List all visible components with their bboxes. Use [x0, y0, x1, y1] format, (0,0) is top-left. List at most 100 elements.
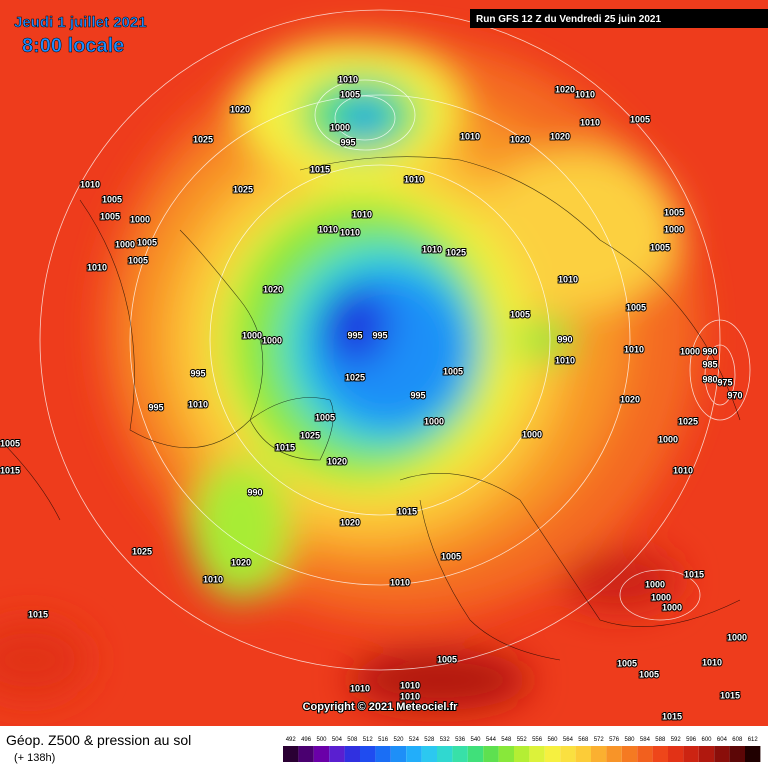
pressure-label: 1025	[132, 546, 152, 556]
scale-label: 516	[378, 737, 389, 743]
scale-label: 504	[332, 737, 343, 743]
pressure-label: 995	[347, 330, 362, 340]
scale-swatch	[498, 746, 514, 762]
pressure-label: 1020	[510, 134, 530, 144]
pressure-label: 995	[410, 390, 425, 400]
pressure-label: 1000	[645, 579, 665, 589]
pressure-label: 1005	[102, 194, 122, 204]
pressure-label: 990	[557, 334, 572, 344]
pressure-label: 1015	[0, 465, 20, 475]
pressure-label: 1010	[404, 174, 424, 184]
pressure-label: 1010	[340, 227, 360, 237]
pressure-label: 1000	[522, 429, 542, 439]
footer-title: Géop. Z500 & pression au sol	[6, 732, 191, 748]
pressure-label: 1010	[80, 179, 100, 189]
scale-swatch	[591, 746, 607, 762]
pressure-label: 1020	[231, 557, 251, 567]
pressure-label: 1025	[300, 430, 320, 440]
copyright: Copyright © 2021 Meteociel.fr	[303, 701, 459, 713]
pressure-label: 1015	[662, 711, 682, 721]
pressure-label: 995	[148, 402, 163, 412]
pressure-label: 1005	[639, 669, 659, 679]
scale-label: 580	[624, 737, 635, 743]
date: Jeudi 1 juillet 2021	[14, 14, 147, 31]
pressure-label: 1010	[422, 244, 442, 254]
pressure-label: 1015	[684, 569, 704, 579]
footer-lead: (+ 138h)	[14, 752, 55, 764]
pressure-label: 1025	[678, 416, 698, 426]
pressure-label: 1025	[193, 134, 213, 144]
pressure-label: 1005	[626, 302, 646, 312]
pressure-label: 990	[702, 346, 717, 356]
scale-label: 536	[455, 737, 466, 743]
scale-swatch	[298, 746, 314, 762]
scale-swatch	[514, 746, 530, 762]
scale-swatch	[544, 746, 561, 762]
pressure-label: 1010	[558, 274, 578, 284]
pressure-label: 1010	[338, 74, 358, 84]
pressure-label: 1015	[275, 442, 295, 452]
scale-label: 532	[440, 737, 451, 743]
pressure-label: 1005	[128, 255, 148, 265]
scale-swatch	[729, 746, 745, 762]
scale-swatch	[406, 746, 422, 762]
pressure-label: 1010	[575, 89, 595, 99]
height-field	[0, 40, 700, 710]
pressure-label: 1000	[727, 632, 747, 642]
pressure-label: 1000	[658, 434, 678, 444]
scale-label: 528	[424, 737, 435, 743]
scale-label: 512	[363, 737, 374, 743]
pressure-label: 1010	[400, 680, 420, 690]
pressure-label: 1015	[28, 609, 48, 619]
scale-label: 564	[563, 737, 574, 743]
pressure-label: 1025	[233, 184, 253, 194]
pressure-label: 1015	[720, 690, 740, 700]
scale-swatch	[668, 746, 684, 762]
pressure-label: 1010	[203, 574, 223, 584]
scale-swatch	[483, 746, 499, 762]
pressure-label: 995	[372, 330, 387, 340]
scale-label: 520	[393, 737, 404, 743]
scale-swatch	[683, 746, 699, 762]
pressure-label: 1020	[327, 456, 347, 466]
scale-label: 524	[409, 737, 420, 743]
pressure-label: 1010	[555, 355, 575, 365]
pressure-label: 1000	[664, 224, 684, 234]
scale-label: 568	[578, 737, 589, 743]
pressure-label: 1010	[352, 209, 372, 219]
pressure-label: 970	[727, 390, 742, 400]
scale-label: 612	[748, 737, 759, 743]
pressure-label: 1020	[555, 84, 575, 94]
scale-label: 608	[732, 737, 743, 743]
color-scale: 492 496 500 504 508 512 516 520 524 528 532 536 540 5…	[283, 737, 761, 762]
scale-label: 560	[547, 737, 558, 743]
pressure-label: 1000	[424, 416, 444, 426]
pressure-label: 1020	[263, 284, 283, 294]
pressure-label: 1000	[115, 239, 135, 249]
pressure-label: 1010	[87, 262, 107, 272]
pressure-label: 1005	[315, 412, 335, 422]
scale-swatch	[283, 746, 299, 762]
scale-swatch	[452, 746, 468, 762]
contours	[39, 9, 751, 671]
pressure-label: 1005	[510, 309, 530, 319]
pressure-label: 1000	[330, 122, 350, 132]
pressure-label: 1025	[446, 247, 466, 257]
pressure-labels: 1010100510009951020102510151025101010051…	[0, 73, 748, 722]
scale-swatch	[698, 746, 715, 762]
pressure-label: 1000	[680, 346, 700, 356]
scale-swatch	[360, 746, 376, 762]
scale-swatch	[529, 746, 545, 762]
scale-label: 600	[701, 737, 712, 743]
pressure-label: 1010	[400, 691, 420, 701]
scale-swatch	[745, 746, 761, 762]
scale-label: 584	[640, 737, 651, 743]
pressure-label: 1010	[390, 577, 410, 587]
scale-label: 540	[470, 737, 481, 743]
scale-swatch	[313, 746, 330, 762]
pressure-label: 1010	[624, 344, 644, 354]
scale-swatch	[714, 746, 730, 762]
scale-label: 588	[655, 737, 666, 743]
pressure-label: 995	[340, 137, 355, 147]
